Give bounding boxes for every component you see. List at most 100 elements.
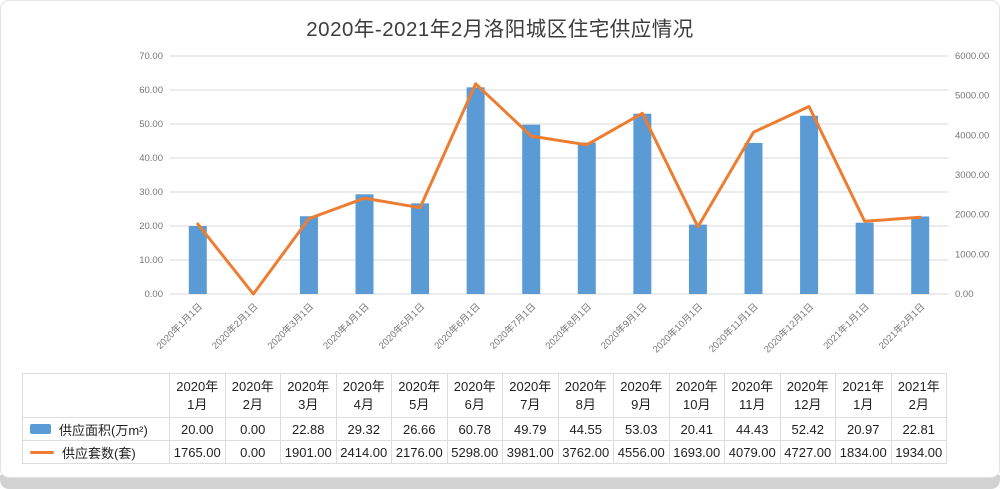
value-wrap: 0.00 bbox=[226, 418, 281, 440]
month-header-cell: 2020年 12月 bbox=[779, 373, 836, 418]
series-label: 供应套数(套) bbox=[62, 445, 136, 461]
value-wrap: 4727.00 bbox=[781, 441, 836, 463]
value-wrap: 22.88 bbox=[281, 418, 336, 440]
value-text: 22.88 bbox=[291, 421, 325, 437]
table-value-cell: 5298.00 bbox=[446, 440, 503, 464]
supply-area-bar bbox=[522, 124, 541, 295]
series-label: 供应面积(万m²) bbox=[59, 422, 148, 438]
header-year: 2020年 bbox=[453, 378, 496, 394]
value-text: 1934.00 bbox=[895, 444, 943, 460]
value-wrap: 2176.00 bbox=[392, 441, 447, 463]
table-corner-cell bbox=[22, 373, 170, 418]
table-value-cell: 60.78 bbox=[446, 417, 503, 441]
table-value-cell: 0.00 bbox=[224, 440, 281, 464]
value-wrap: 20.97 bbox=[836, 418, 891, 440]
value-text: 1901.00 bbox=[284, 444, 332, 460]
value-text: 60.78 bbox=[458, 421, 492, 437]
value-text: 3762.00 bbox=[562, 444, 610, 460]
supply-area-bar bbox=[466, 87, 485, 295]
table-value-cell: 44.55 bbox=[557, 417, 614, 441]
count-series-line-icon bbox=[30, 450, 54, 454]
x-axis-category-label: 2020年11月1日 bbox=[706, 301, 760, 355]
table-value-cell: 2414.00 bbox=[335, 440, 392, 464]
value-wrap: 44.43 bbox=[725, 418, 780, 440]
month-header-cell: 2020年 10月 bbox=[668, 373, 725, 418]
table-value-cell: 20.41 bbox=[668, 417, 725, 441]
header-year: 2021年 bbox=[897, 378, 940, 394]
value-wrap: 20.00 bbox=[170, 418, 225, 440]
right-axis-tick-label: 3000.00 bbox=[955, 170, 989, 181]
value-text: 0.00 bbox=[240, 421, 266, 437]
table-value-cell: 52.42 bbox=[779, 417, 836, 441]
supply-area-bar bbox=[577, 142, 596, 294]
header-month: 4月 bbox=[353, 396, 374, 412]
header-month: 8月 bbox=[575, 396, 596, 412]
value-text: 52.42 bbox=[791, 421, 825, 437]
supply-area-bar bbox=[800, 115, 819, 294]
value-wrap: 3762.00 bbox=[559, 441, 614, 463]
table-value-cell: 22.81 bbox=[890, 417, 947, 441]
x-axis-category-label: 2021年1月1日 bbox=[821, 301, 872, 352]
x-axis-category-label: 2020年3月1日 bbox=[265, 301, 316, 352]
x-axis-category-label: 2020年12月1日 bbox=[761, 301, 816, 356]
chart-svg: 0.00 10.00 20.00 30.00 40.00 50.00 60.00 70.00 0… bbox=[139, 51, 989, 356]
header-month: 2月 bbox=[242, 396, 263, 412]
right-axis-tick-label: 4000.00 bbox=[955, 130, 989, 141]
value-text: 29.32 bbox=[347, 421, 381, 437]
header-year: 2020年 bbox=[398, 378, 441, 394]
table-value-cell: 1901.00 bbox=[280, 440, 337, 464]
table-value-cell: 3981.00 bbox=[502, 440, 559, 464]
value-wrap: 53.03 bbox=[614, 418, 669, 440]
value-text: 22.81 bbox=[902, 421, 936, 437]
value-wrap: 49.79 bbox=[503, 418, 558, 440]
header-month: 2月 bbox=[908, 396, 929, 412]
right-axis-tick-label: 0.00 bbox=[955, 289, 974, 300]
left-axis-tick-label: 40.00 bbox=[139, 153, 163, 164]
value-wrap: 1693.00 bbox=[670, 441, 725, 463]
value-text: 4079.00 bbox=[728, 444, 776, 460]
month-header-cell: 2020年 4月 bbox=[335, 373, 392, 418]
header-year: 2020年 bbox=[675, 378, 718, 394]
supply-area-bar bbox=[188, 226, 207, 294]
month-header-cell: 2020年 1月 bbox=[169, 373, 226, 418]
x-axis-category-label: 2020年10月1日 bbox=[650, 301, 705, 356]
value-wrap: 4556.00 bbox=[614, 441, 669, 463]
left-axis-tick-label: 10.00 bbox=[139, 255, 163, 266]
value-text: 3981.00 bbox=[506, 444, 554, 460]
table-value-cell: 29.32 bbox=[335, 417, 392, 441]
month-header-cell: 2020年 9月 bbox=[613, 373, 670, 418]
header-year: 2021年 bbox=[842, 378, 885, 394]
table-value-cell: 53.03 bbox=[613, 417, 670, 441]
x-axis-category-label: 2020年8月1日 bbox=[543, 301, 594, 352]
header-year: 2020年 bbox=[509, 378, 552, 394]
supply-area-bar bbox=[299, 216, 318, 294]
header-month: 7月 bbox=[520, 396, 541, 412]
x-axis-category-label: 2020年4月1日 bbox=[321, 301, 372, 352]
header-month: 12月 bbox=[794, 396, 822, 412]
header-month: 11月 bbox=[739, 396, 766, 412]
value-text: 53.03 bbox=[624, 421, 658, 437]
right-axis-tick-label: 2000.00 bbox=[955, 210, 989, 221]
supply-area-bar bbox=[633, 113, 652, 294]
header-month: 1月 bbox=[853, 396, 874, 412]
table-value-cell: 20.97 bbox=[835, 417, 892, 441]
header-year: 2020年 bbox=[231, 378, 274, 394]
value-text: 1765.00 bbox=[173, 444, 221, 460]
left-axis-tick-label: 70.00 bbox=[139, 51, 163, 62]
bottom-strip bbox=[0, 475, 1000, 489]
header-year: 2020年 bbox=[620, 378, 663, 394]
value-wrap: 1934.00 bbox=[892, 441, 947, 463]
value-text: 20.41 bbox=[680, 421, 714, 437]
value-wrap: 20.41 bbox=[670, 418, 725, 440]
right-axis-tick-label: 5000.00 bbox=[955, 91, 989, 102]
left-axis-tick-label: 50.00 bbox=[139, 119, 163, 130]
series-legend-cell: 供应套数(套) bbox=[22, 440, 170, 464]
series-legend: 供应面积(万m²) bbox=[23, 420, 169, 439]
right-axis-tick-label: 1000.00 bbox=[955, 249, 989, 260]
table-row: 供应面积(万m²) 20.00 0.00 22.88 29.32 26.66 60.78 49… bbox=[22, 417, 947, 441]
x-axis-category-label: 2020年2月1日 bbox=[209, 301, 260, 352]
supply-area-bar bbox=[411, 203, 430, 294]
left-axis-tick-label: 20.00 bbox=[139, 221, 163, 232]
combo-chart: 0.00 10.00 20.00 30.00 40.00 50.00 60.00 70.00 0… bbox=[1, 41, 1000, 373]
